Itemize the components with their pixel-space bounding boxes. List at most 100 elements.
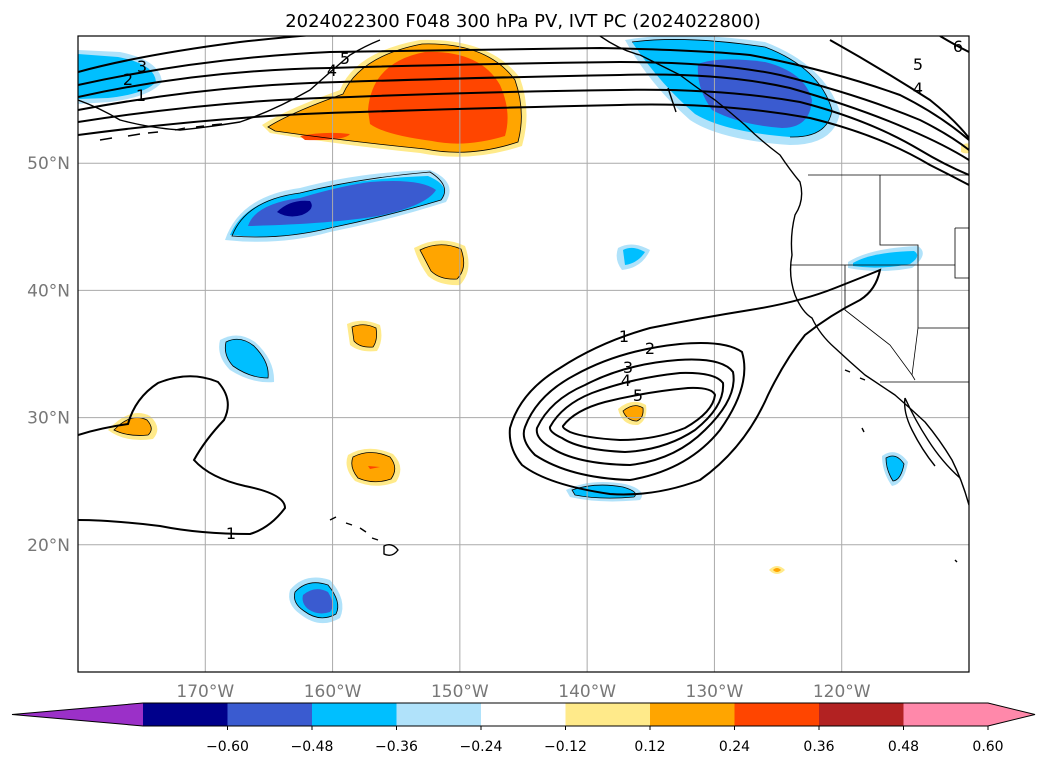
ivt-contour-atmospheric-river-1 (78, 375, 287, 536)
colorbar-tick-label: −0.36 (375, 739, 418, 755)
socorro-island (954, 559, 958, 563)
colorbar-tick-label: −0.48 (291, 739, 334, 755)
map-frame (77, 35, 970, 673)
colorbar-tick-label: 0.24 (719, 739, 750, 755)
ivt-contour-northern-jet (829, 39, 969, 139)
pv-anomaly-hawaii-core (368, 466, 380, 469)
longitude-tick-label: 120°W (813, 682, 871, 702)
ivt-contour-northern-jet (78, 36, 313, 73)
ivt-contour-5 (561, 386, 717, 442)
pv-anomaly-south-of-hawaii (302, 589, 333, 614)
ivt-contour-3 (535, 358, 735, 467)
haida-gwaii (667, 87, 677, 113)
pv-anomaly-158w-36n (352, 324, 377, 348)
pv-anomaly-137w-42n (623, 247, 645, 265)
alaska-peninsula (78, 39, 381, 131)
california-nevada-border (844, 265, 969, 377)
latitude-tick-labels: 50°N 40°N 30°N 20°N (27, 154, 70, 556)
pv-anomaly-gulf-of-alaska (368, 51, 508, 144)
pv-anomaly-125w-18n (773, 568, 781, 572)
ivt-contour-2 (522, 342, 746, 482)
contour-label: 1 (619, 327, 629, 346)
colorbar-tick-label: −0.60 (206, 739, 249, 755)
contour-label: 5 (913, 55, 923, 74)
ivt-contour-northern-jet (78, 73, 969, 161)
channel-islands (844, 369, 866, 381)
colorbar-bin (312, 703, 397, 726)
colorbar-bin (734, 703, 820, 726)
colorbar-bin (903, 703, 989, 726)
ivt-contour-northern-jet (939, 36, 969, 53)
contour-label: 1 (226, 524, 236, 543)
longitude-tick-label: 130°W (686, 682, 744, 702)
baja-california (903, 397, 961, 479)
contour-label: 6 (953, 37, 963, 56)
contour-label: 3 (623, 358, 633, 377)
utah-box (954, 227, 969, 279)
latitude-tick-label: 30°N (27, 409, 70, 429)
colorbar-tick-label: 0.36 (803, 739, 834, 755)
contour-label: 5 (340, 49, 350, 68)
contour-label: 1 (136, 86, 146, 105)
colorbar-extend-high (988, 703, 1035, 726)
contour-label: 5 (633, 386, 643, 405)
colorbar-tick-label: 0.60 (972, 739, 1003, 755)
guadalupe-island (861, 427, 865, 433)
colorbar-extend-low (12, 703, 143, 726)
ivt-contour-atmospheric-river-1 (508, 268, 882, 496)
contour-label: 4 (621, 371, 631, 390)
longitude-tick-label: 150°W (431, 682, 489, 702)
colorbar-tick-label: −0.12 (544, 739, 587, 755)
map-gridlines (78, 36, 969, 672)
pv-anomaly-great-basin (853, 251, 918, 268)
colorbar-tick-label: 0.12 (634, 739, 665, 755)
longitude-tick-labels: 170°W 160°W 150°W 140°W 130°W 120°W (176, 682, 870, 702)
colorbar-bin (650, 703, 735, 726)
colorbar-bin (565, 703, 651, 726)
hawaiian-islands (329, 516, 399, 557)
ivt-contour-4 (548, 371, 725, 454)
pv-anomaly-baja (886, 456, 904, 481)
pv-anomaly-north-pacific (248, 181, 436, 226)
map-plot-area (78, 36, 969, 672)
ivt-contour-northern-jet (78, 88, 969, 176)
longitude-tick-label: 160°W (304, 682, 362, 702)
arizona-border (911, 374, 916, 381)
ivt-pc-contours (78, 36, 969, 536)
contour-label: 2 (645, 339, 655, 358)
ivt-contour-northern-jet (78, 60, 969, 151)
pv-anomaly-165w-35n (225, 339, 269, 378)
north-america-west-coast (599, 36, 969, 506)
contour-label: 3 (137, 57, 147, 76)
colorbar-bin (481, 703, 566, 726)
pv-anomaly-west (114, 417, 152, 436)
ivt-contour-northern-jet (78, 46, 969, 141)
pv-anomaly-north-pacific-core (277, 200, 312, 217)
political-borders (790, 174, 969, 383)
colorbar: −0.60 −0.48 −0.36 −0.24 −0.12 0.12 0.24 0.36 0.4… (11, 702, 1036, 755)
pv-outline-contours (113, 39, 905, 619)
contour-label: 2 (123, 70, 133, 89)
colorbar-bin (227, 703, 313, 726)
latitude-tick-label: 50°N (27, 154, 70, 174)
latitude-tick-label: 20°N (27, 536, 70, 556)
colorbar-tick-label: −0.24 (460, 739, 503, 755)
map-title: 2024022300 F048 300 hPa PV, IVT PC (2024… (285, 11, 761, 32)
colorbar-bin (819, 703, 904, 726)
longitude-tick-label: 170°W (176, 682, 234, 702)
colorbar-bin (143, 703, 228, 726)
colorbar-bin (396, 703, 482, 726)
colorbar-outline (11, 702, 1036, 727)
contour-label: 4 (913, 79, 923, 98)
pv-anomaly-gulf-of-alaska (300, 132, 350, 141)
longitude-tick-label: 140°W (558, 682, 616, 702)
latitude-tick-label: 40°N (27, 281, 70, 301)
contour-label: 4 (327, 61, 337, 80)
ivt-contour-northern-jet (78, 103, 969, 186)
pv-positive-fill (108, 39, 969, 574)
colorbar-tick-label: 0.48 (888, 739, 919, 755)
aleutian-islands (99, 123, 223, 141)
idaho-border (879, 175, 919, 328)
contour-labels: 3 2 1 5 4 6 5 4 1 2 3 4 5 1 (123, 37, 963, 543)
